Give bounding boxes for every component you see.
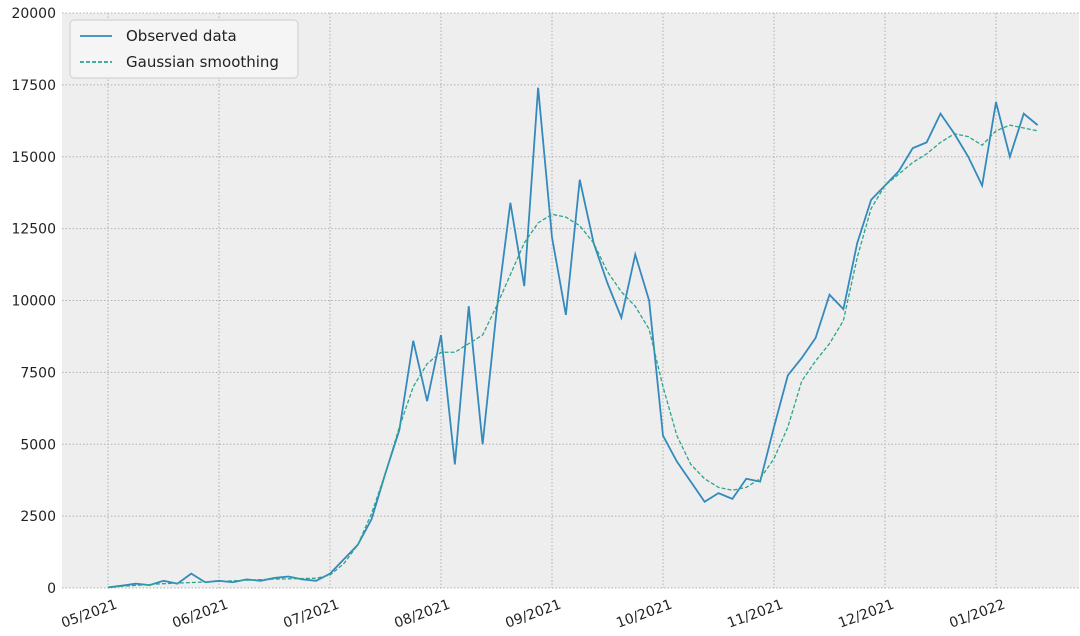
y-tick-label: 12500 — [11, 222, 56, 238]
x-tick-label: 08/2021 — [392, 597, 452, 632]
y-tick-label: 20000 — [11, 6, 56, 22]
x-tick-label: 11/2021 — [725, 597, 785, 632]
x-tick-label: 07/2021 — [281, 597, 341, 632]
y-tick-label: 0 — [47, 581, 56, 597]
legend-label: Gaussian smoothing — [126, 53, 279, 71]
x-tick-label: 12/2021 — [836, 597, 896, 632]
x-tick-label: 10/2021 — [614, 597, 674, 632]
x-tick-label: 06/2021 — [170, 597, 230, 632]
y-tick-label: 17500 — [11, 78, 56, 94]
x-tick-label: 09/2021 — [503, 597, 563, 632]
y-tick-label: 7500 — [20, 365, 56, 381]
series-line — [107, 87, 1039, 589]
legend: Observed data Gaussian smoothing — [69, 19, 299, 79]
y-tick-label: 10000 — [11, 294, 56, 310]
legend-box — [69, 19, 299, 79]
y-tick-label: 2500 — [20, 509, 56, 525]
x-tick-label: 05/2021 — [59, 597, 119, 632]
series-line — [107, 124, 1038, 588]
legend-label: Observed data — [126, 27, 237, 45]
y-tick-label: 15000 — [11, 150, 56, 166]
y-tick-label: 5000 — [20, 437, 56, 453]
x-tick-label: 01/2022 — [947, 597, 1007, 632]
